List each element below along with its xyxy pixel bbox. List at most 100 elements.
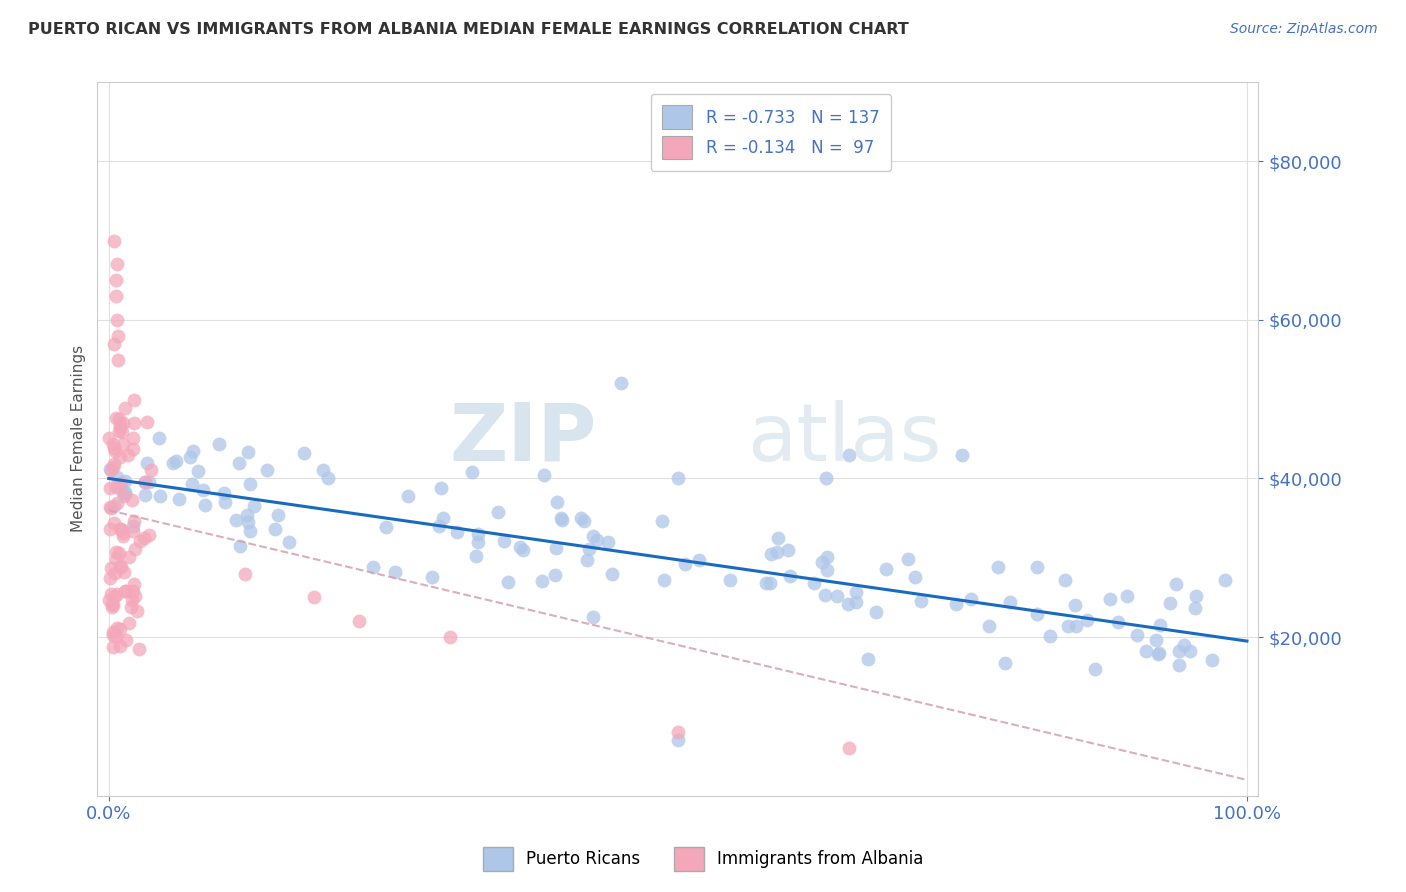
Point: [98, 500, 121, 514]
Point: [117, 448, 139, 462]
Point: [120, 599, 142, 614]
Point: [105, 469, 128, 483]
Point: [111, 484, 134, 499]
Point: [122, 442, 145, 457]
Point: [572, 514, 595, 528]
Point: [128, 533, 150, 548]
Point: [104, 566, 127, 580]
Point: [278, 534, 301, 549]
Point: [100, 501, 122, 516]
Point: [666, 725, 689, 739]
Point: [1063, 598, 1085, 612]
Point: [236, 444, 259, 458]
Point: [1173, 638, 1195, 652]
Point: [814, 471, 837, 485]
Point: [105, 257, 128, 271]
Point: [759, 575, 782, 590]
Point: [114, 401, 136, 415]
Point: [651, 514, 673, 528]
Point: [1039, 629, 1062, 643]
Point: [115, 584, 138, 599]
Point: [103, 457, 125, 471]
Point: [1000, 595, 1022, 609]
Point: [1168, 658, 1191, 673]
Point: [105, 545, 128, 559]
Point: [550, 511, 572, 525]
Point: [666, 471, 689, 485]
Point: [112, 489, 135, 503]
Text: Source: ZipAtlas.com: Source: ZipAtlas.com: [1230, 22, 1378, 37]
Point: [1201, 653, 1223, 667]
Point: [228, 456, 250, 470]
Point: [551, 513, 574, 527]
Point: [598, 534, 620, 549]
Point: [107, 352, 129, 367]
Point: [1144, 632, 1167, 647]
Point: [104, 589, 127, 603]
Point: [666, 733, 689, 747]
Point: [103, 516, 125, 531]
Point: [236, 516, 259, 530]
Point: [108, 622, 131, 636]
Text: ZIP: ZIP: [450, 400, 596, 478]
Point: [111, 417, 134, 431]
Point: [718, 573, 741, 587]
Point: [1180, 644, 1202, 658]
Point: [98, 462, 121, 476]
Point: [302, 591, 325, 605]
Point: [1053, 573, 1076, 587]
Point: [1076, 613, 1098, 627]
Point: [181, 477, 204, 491]
Point: [108, 450, 131, 465]
Point: [837, 597, 859, 611]
Point: [465, 549, 488, 563]
Point: [430, 481, 453, 495]
Point: [114, 583, 136, 598]
Point: [101, 597, 124, 611]
Point: [114, 633, 136, 648]
Point: [1184, 600, 1206, 615]
Point: [994, 656, 1017, 670]
Point: [148, 432, 170, 446]
Point: [950, 448, 973, 462]
Point: [1213, 573, 1236, 587]
Point: [108, 412, 131, 426]
Point: [600, 567, 623, 582]
Point: [987, 559, 1010, 574]
Point: [1099, 591, 1122, 606]
Point: [101, 628, 124, 642]
Point: [814, 588, 837, 602]
Point: [105, 496, 128, 510]
Point: [167, 492, 190, 507]
Point: [825, 589, 848, 603]
Point: [1056, 619, 1078, 633]
Point: [110, 639, 132, 653]
Point: [187, 464, 209, 478]
Point: [673, 557, 696, 571]
Point: [845, 585, 868, 599]
Point: [139, 463, 162, 477]
Point: [98, 523, 121, 537]
Point: [875, 562, 897, 576]
Point: [803, 576, 825, 591]
Legend: Puerto Ricans, Immigrants from Albania: Puerto Ricans, Immigrants from Albania: [474, 839, 932, 880]
Point: [103, 441, 125, 455]
Point: [1064, 618, 1087, 632]
Point: [264, 522, 287, 536]
Point: [581, 610, 603, 624]
Point: [134, 487, 156, 501]
Point: [544, 568, 567, 582]
Point: [122, 392, 145, 407]
Point: [1168, 643, 1191, 657]
Point: [165, 454, 187, 468]
Point: [181, 443, 204, 458]
Point: [122, 416, 145, 430]
Point: [533, 468, 555, 483]
Point: [652, 573, 675, 587]
Point: [243, 499, 266, 513]
Point: [138, 475, 160, 489]
Point: [509, 540, 531, 554]
Point: [688, 552, 710, 566]
Point: [98, 571, 121, 585]
Point: [546, 541, 568, 555]
